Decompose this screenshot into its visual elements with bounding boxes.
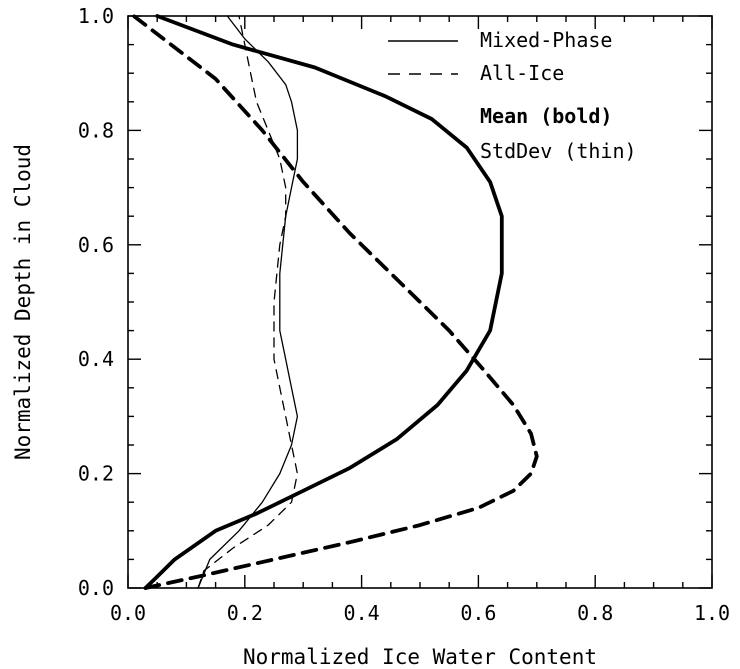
y-tick-label-1: 0.2 [78, 462, 114, 486]
legend: Mixed-Phase All-Ice Mean (bold) StdDev (… [388, 28, 637, 163]
x-tick-label-5: 1.0 [694, 601, 730, 625]
y-tick-label-2: 0.4 [78, 347, 114, 371]
x-tick-label-3: 0.6 [460, 601, 496, 625]
y-tick-label-4: 0.8 [78, 118, 114, 142]
y-tick-label-0: 0.0 [78, 576, 114, 600]
legend-label-mean: Mean (bold) [480, 104, 612, 128]
legend-label-stddev: StdDev (thin) [480, 139, 637, 163]
legend-label-all-ice: All-Ice [480, 61, 564, 85]
plot-marks [131, 14, 539, 590]
series-line-all-ice-mean [131, 14, 539, 590]
y-tick-label-5: 1.0 [78, 4, 114, 28]
x-tick-label-1: 0.2 [227, 601, 263, 625]
series-line-mixed-phase-mean [143, 14, 504, 590]
legend-label-mixed-phase: Mixed-Phase [480, 28, 612, 52]
x-tick-label-2: 0.4 [344, 601, 380, 625]
x-axis-title: Normalized Ice Water Content [243, 645, 597, 669]
series-line-all-ice-stddev [197, 15, 299, 589]
axis-tick-labels: 0.0 0.2 0.4 0.6 0.8 1.0 0.0 0.2 0.4 0.6 0.8 1.0 [78, 4, 730, 625]
axis-ticks [127, 15, 713, 589]
x-tick-label-0: 0.0 [110, 601, 146, 625]
series-line-mixed-phase-stddev [197, 15, 299, 589]
x-tick-label-4: 0.8 [577, 601, 613, 625]
y-axis-title: Normalized Depth in Cloud [11, 144, 35, 460]
y-tick-label-3: 0.6 [78, 233, 114, 257]
